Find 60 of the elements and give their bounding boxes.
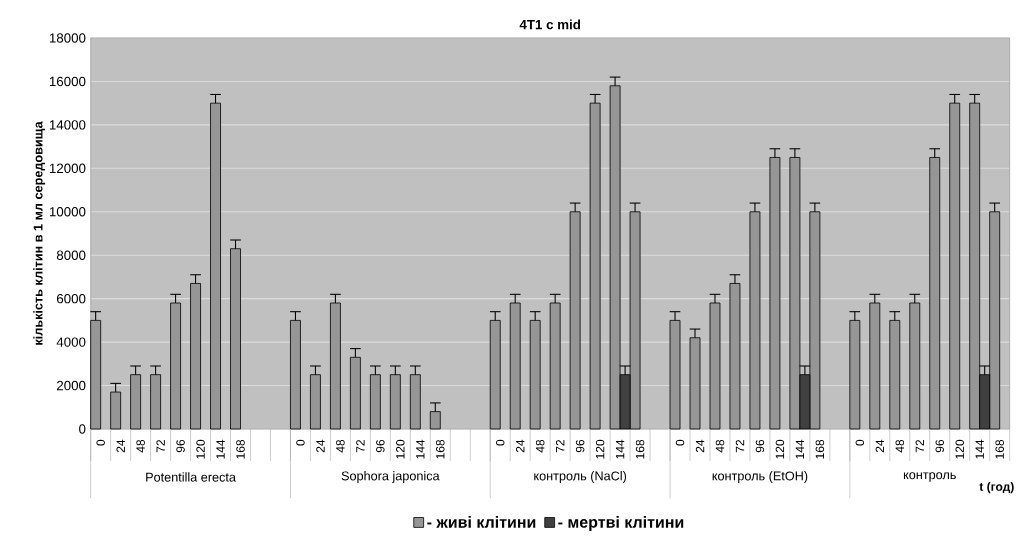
x-tick-label: 72 (356, 440, 365, 453)
x-tick-label: 168 (635, 439, 645, 459)
x-tick-label: 24 (516, 439, 525, 453)
x-tick-label: 24 (316, 439, 325, 453)
x-tick-label: 48 (535, 439, 545, 453)
x-tick-label: 72 (915, 440, 924, 453)
x-tick-label: 0 (855, 439, 865, 446)
y-tick-label: 6000 (56, 293, 86, 304)
text: контроль (NaCl) (534, 471, 627, 483)
x-tick-label: 48 (336, 439, 345, 453)
x-tick-label: 168 (436, 439, 445, 459)
x-tick-label: 144 (416, 439, 425, 459)
x-tick-label: 96 (176, 439, 185, 453)
x-tick-label: 72 (735, 440, 745, 453)
x-tick-label: 0 (296, 439, 305, 446)
x-tick-label: 48 (715, 439, 725, 453)
x-tick-label: 72 (156, 440, 165, 453)
y-tick-label: 2000 (56, 380, 86, 391)
x-tick-label: 96 (575, 439, 585, 453)
text: контроль (EtOH) (712, 471, 808, 483)
y-tick-label: 4000 (56, 337, 86, 347)
x-tick-label: 168 (815, 439, 825, 459)
x-tick-label: 144 (216, 439, 225, 459)
x-tick-label: 96 (755, 439, 765, 453)
legend-label: - живі клітини (427, 516, 536, 528)
text: Potentilla erecta (146, 472, 236, 482)
x-tick-label: 144 (975, 439, 984, 459)
x-tick-label: 96 (935, 439, 944, 453)
x-axis-title: t (год) (979, 482, 1014, 494)
x-tick-label: 120 (955, 439, 964, 459)
x-tick-label: 0 (495, 439, 505, 446)
x-tick-label: 0 (675, 439, 685, 446)
y-tick-label: 8000 (56, 250, 86, 260)
y-tick-label: 0 (79, 424, 86, 434)
x-tick-label: 120 (396, 439, 405, 459)
x-tick-label: 144 (795, 439, 805, 459)
x-tick-label: 168 (236, 439, 245, 459)
x-tick-label: 48 (895, 439, 905, 453)
x-tick-label: 120 (196, 439, 205, 459)
y-tick-label: 14000 (49, 120, 86, 130)
y-tick-label: 12000 (49, 163, 86, 174)
y-axis-title: кількість клітин в 1 мл середовища (33, 121, 46, 345)
x-tick-label: 24 (875, 439, 884, 453)
x-tick-label: 48 (136, 439, 145, 453)
x-tick-label: 168 (995, 439, 1004, 459)
text: Sophora japonica (341, 471, 440, 483)
x-tick-label: 120 (775, 439, 785, 459)
legend-label: - мертві клітини (558, 516, 684, 531)
text: контроль (903, 472, 956, 482)
x-tick-label: 24 (695, 439, 705, 453)
x-tick-label: 144 (615, 439, 625, 459)
x-tick-label: 24 (116, 439, 125, 453)
chart-title: 4T1 c mid (519, 19, 581, 30)
y-tick-label: 18000 (49, 33, 86, 43)
x-tick-label: 72 (555, 440, 565, 453)
x-tick-label: 0 (96, 439, 105, 446)
y-tick-label: 10000 (49, 207, 86, 217)
x-tick-label: 96 (376, 439, 385, 453)
x-tick-label: 120 (595, 439, 605, 459)
y-tick-label: 16000 (49, 76, 86, 87)
